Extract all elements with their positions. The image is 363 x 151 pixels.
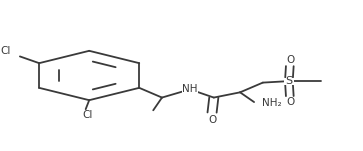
Text: O: O <box>286 97 294 107</box>
Text: S: S <box>286 76 293 86</box>
Text: NH: NH <box>182 84 198 94</box>
Text: Cl: Cl <box>82 110 92 120</box>
Text: O: O <box>208 115 216 125</box>
Text: O: O <box>286 55 294 65</box>
Bar <box>284 77 294 85</box>
Text: Cl: Cl <box>0 46 11 56</box>
Bar <box>182 85 198 93</box>
Text: NH₂: NH₂ <box>262 98 282 108</box>
Bar <box>207 116 217 121</box>
